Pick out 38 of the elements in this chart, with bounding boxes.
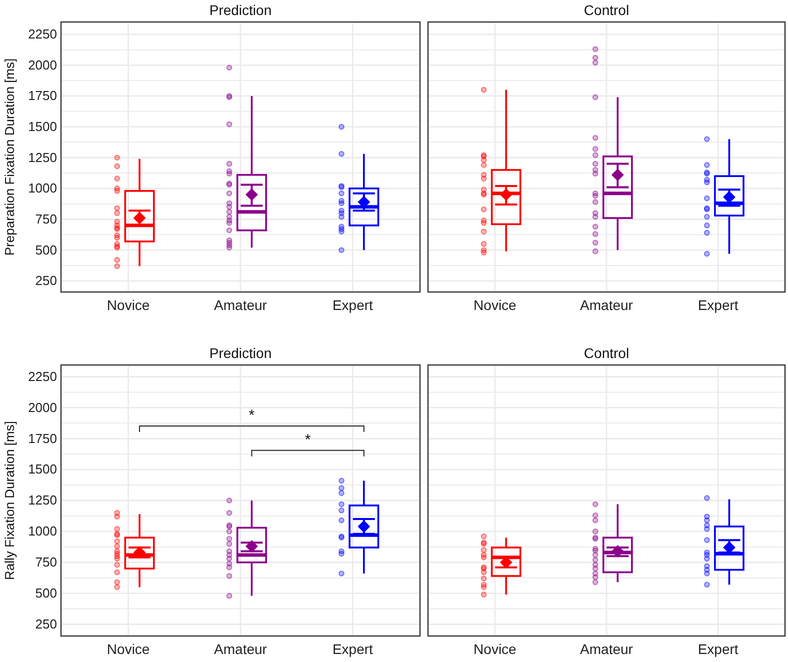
y-tick-label: 500: [35, 242, 57, 258]
y-tick-label: 1500: [28, 462, 57, 477]
x-tick-label: Expert: [698, 640, 738, 657]
y-tick-label: 1000: [28, 180, 57, 196]
annotation: *: [248, 406, 255, 424]
y-axis-title: Rally Fixation Duration [ms]: [2, 421, 17, 580]
x-tick-label: Novice: [474, 296, 517, 313]
chart-title: Control: [584, 2, 630, 18]
y-tick-label: 750: [35, 211, 57, 226]
x-tick-label: Amateur: [214, 296, 268, 313]
chart-title: Control: [584, 345, 630, 361]
y-tick-label: 500: [35, 585, 57, 600]
y-tick-label: 1250: [28, 150, 57, 165]
x-tick-label: Expert: [332, 296, 374, 313]
x-tick-label: Amateur: [214, 640, 268, 657]
chart-title: Prediction: [209, 2, 272, 18]
x-tick-label: Novice: [474, 640, 517, 657]
x-tick-label: Amateur: [580, 640, 634, 657]
x-tick-label: Amateur: [580, 296, 634, 313]
y-axis-title: Preparation Fixation Duration [ms]: [2, 58, 17, 256]
y-tick-label: 1750: [28, 88, 57, 104]
x-tick-label: Expert: [332, 640, 374, 657]
y-tick-label: 250: [35, 616, 57, 632]
y-tick-label: 2000: [28, 400, 57, 415]
y-tick-label: 2250: [28, 26, 57, 42]
y-tick-label: 1000: [28, 524, 57, 539]
y-tick-label: 750: [35, 554, 57, 570]
x-tick-label: Novice: [106, 296, 150, 313]
x-tick-label: Expert: [698, 296, 738, 313]
x-tick-label: Novice: [106, 640, 150, 657]
y-tick-label: 1750: [28, 430, 57, 446]
y-tick-label: 250: [35, 273, 57, 288]
chart-title: Prediction: [209, 345, 272, 361]
y-tick-label: 2250: [28, 368, 57, 384]
y-tick-label: 1500: [28, 118, 57, 134]
y-tick-label: 1250: [28, 492, 57, 508]
annotation: *: [304, 431, 311, 448]
y-tick-label: 2000: [28, 57, 57, 72]
